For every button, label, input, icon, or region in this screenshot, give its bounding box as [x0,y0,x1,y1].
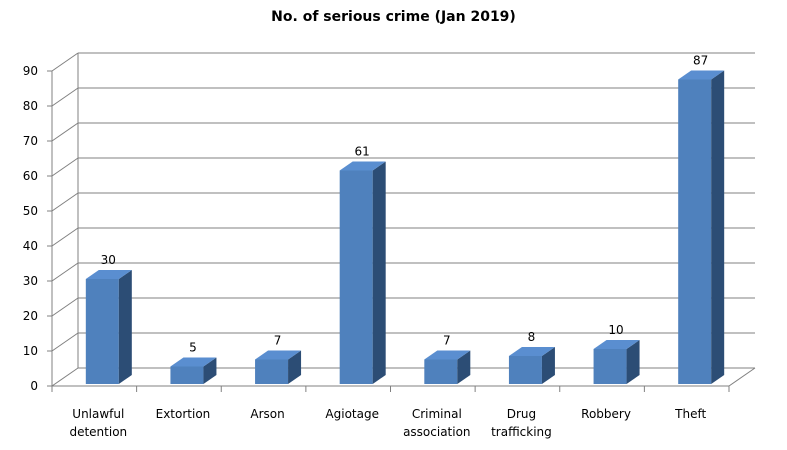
x-tick-label: Unlawful [72,407,124,421]
bar-top [678,70,725,80]
data-label: 87 [693,54,708,68]
y-tick-label: 40 [23,239,38,253]
y-tick-label: 10 [23,344,38,358]
y-tick-label: 70 [23,134,38,148]
data-label: 61 [355,145,370,159]
bar-top [593,340,640,349]
x-tick-label: Agiotage [325,407,379,421]
chart-title: No. of serious crime (Jan 2019) [271,9,516,25]
x-tick-label: association [403,425,470,439]
gridline-depth [51,192,79,212]
bar-top [508,347,555,356]
bar [508,356,542,384]
bar [678,79,712,384]
gridline-depth [51,262,79,282]
bar-side [541,347,555,384]
bar-top [170,357,217,367]
bar-side [626,340,640,384]
bar-top [339,161,386,171]
x-tick-label: Extortion [156,407,211,421]
floor-right-edge [728,367,756,387]
bar [593,349,627,384]
y-tick-label: 80 [23,99,38,113]
data-label: 30 [101,253,116,267]
gridline-depth [51,297,79,317]
x-tick-label: trafficking [491,425,552,439]
gridline-depth [51,52,79,72]
bar [339,170,373,384]
x-tick-label: Drug [507,407,536,421]
gridline-depth [51,332,79,352]
data-label: 7 [443,334,451,348]
x-tick-label: Criminal [412,407,462,421]
y-tick-label: 90 [23,64,38,78]
y-tick-label: 50 [23,204,38,218]
y-tick-label: 30 [23,274,38,288]
x-tick-label: detention [69,425,127,439]
gridline-depth [51,227,79,247]
bar-side [711,70,725,384]
gridline-depth [51,87,79,107]
x-tick-label: Arson [250,407,284,421]
bar-side [288,350,302,384]
bar-top [255,350,302,360]
bar [85,279,119,384]
bar [170,366,204,384]
bar-side [118,270,132,384]
bar-top [85,270,132,279]
bar-side [457,350,471,384]
bar-top [424,350,471,360]
gridline-depth [51,157,79,177]
x-tick-label: Robbery [581,407,631,421]
bar [424,359,458,384]
gridline-depth [51,367,79,387]
bar-side [372,161,386,384]
x-tick-label: Theft [674,407,706,421]
data-label: 5 [189,341,197,355]
data-label: 7 [274,334,282,348]
gridline-depth [51,122,79,142]
data-label: 8 [528,330,536,344]
y-tick-label: 20 [23,309,38,323]
y-tick-label: 60 [23,169,38,183]
bar [255,359,289,384]
y-tick-label: 0 [30,379,38,393]
data-label: 10 [608,323,623,337]
bar-side [203,357,217,384]
